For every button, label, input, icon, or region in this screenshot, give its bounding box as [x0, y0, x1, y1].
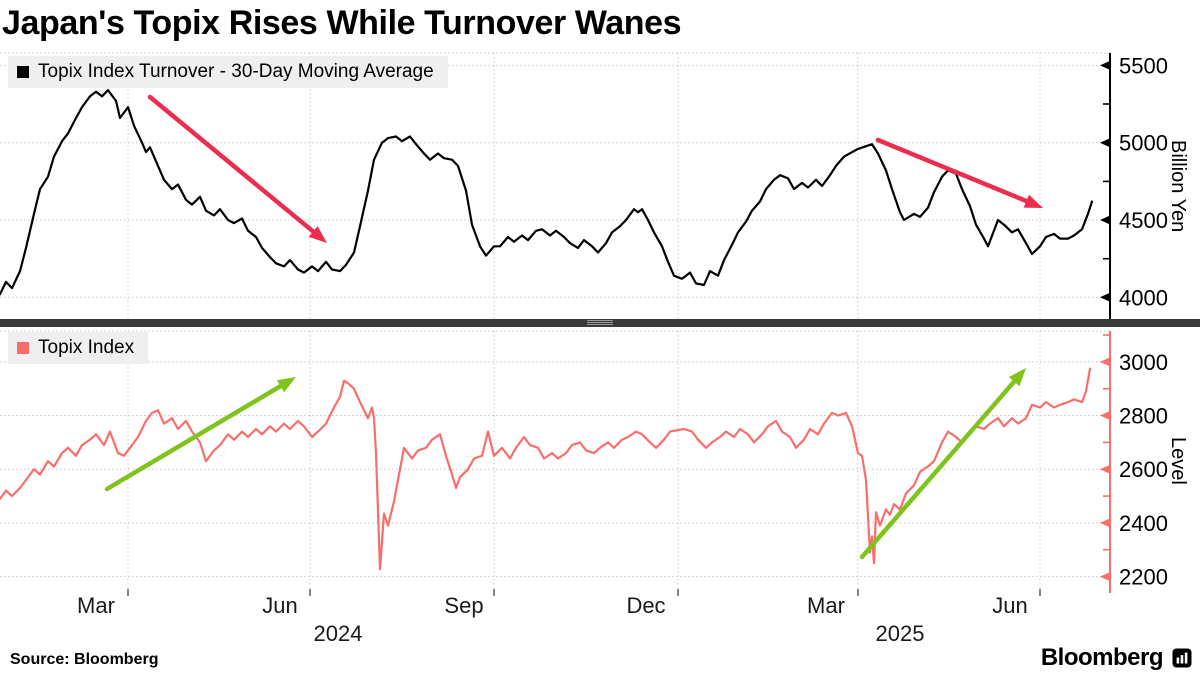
y-major-tick: [1100, 292, 1110, 302]
downtrend-arrow-2: [875, 137, 1034, 206]
x-month-label: Mar: [77, 593, 115, 618]
uptrend-arrow-1: [104, 381, 288, 492]
y-major-tick: [1100, 138, 1110, 148]
y-major-tick: [1100, 411, 1110, 420]
legend-topix-label: Topix Index: [38, 337, 135, 358]
downtrend-arrow-1-head: [308, 226, 327, 243]
legend-turnover-label: Topix Index Turnover - 30-Day Moving Ave…: [38, 61, 434, 82]
bloomberg-brand: Bloomberg: [1041, 644, 1192, 672]
turnover-axis-title: Billion Yen: [1167, 139, 1189, 233]
y-tick-label: 5000: [1119, 131, 1168, 156]
page-title: Japan's Topix Rises While Turnover Wanes: [2, 4, 682, 42]
turnover-line: [0, 88, 1094, 296]
x-month-label: Dec: [626, 593, 665, 618]
x-month-label: Mar: [807, 593, 845, 618]
y-tick-label: 4000: [1119, 285, 1168, 310]
y-major-tick: [1100, 215, 1110, 225]
x-year-label: 2024: [314, 621, 363, 646]
downtrend-arrow-2-head: [1023, 194, 1043, 208]
turnover-legend-swatch-icon: [17, 66, 29, 78]
y-major-tick: [1100, 464, 1110, 474]
uptrend-arrow-2: [859, 375, 1020, 560]
x-year-label: 2025: [876, 621, 925, 646]
legend-turnover: Topix Index Turnover - 30-Day Moving Ave…: [8, 56, 448, 88]
bloomberg-logo-icon: [1172, 648, 1192, 668]
y-major-tick: [1100, 518, 1110, 528]
y-tick-label: 2800: [1119, 404, 1168, 429]
topix-axis-title: Level: [1167, 436, 1189, 485]
bloomberg-wordmark: Bloomberg: [1040, 644, 1164, 671]
y-major-tick: [1100, 357, 1110, 367]
source-credit: Source: Bloomberg: [10, 651, 159, 668]
panel-divider-grip-icon[interactable]: [587, 320, 613, 325]
legend-topix: Topix Index: [8, 332, 149, 364]
y-major-tick: [1100, 60, 1110, 70]
y-tick-label: 3000: [1119, 350, 1168, 375]
y-tick-label: 2600: [1119, 457, 1168, 482]
y-tick-label: 5500: [1119, 53, 1168, 78]
y-tick-label: 2400: [1119, 511, 1168, 536]
y-tick-label: 4500: [1119, 208, 1168, 233]
downtrend-arrow-1: [147, 94, 320, 237]
y-tick-label: 2200: [1119, 565, 1168, 590]
x-month-label: Sep: [444, 593, 483, 618]
uptrend-arrow-1-head: [276, 377, 296, 393]
topix-line: [0, 367, 1092, 571]
x-month-label: Jun: [262, 593, 297, 618]
uptrend-arrow-2-head: [1008, 368, 1026, 387]
topix-legend-swatch-icon: [17, 342, 29, 354]
panel-divider[interactable]: [0, 319, 1200, 327]
x-month-label: Jun: [992, 593, 1027, 618]
y-major-tick: [1100, 572, 1110, 582]
